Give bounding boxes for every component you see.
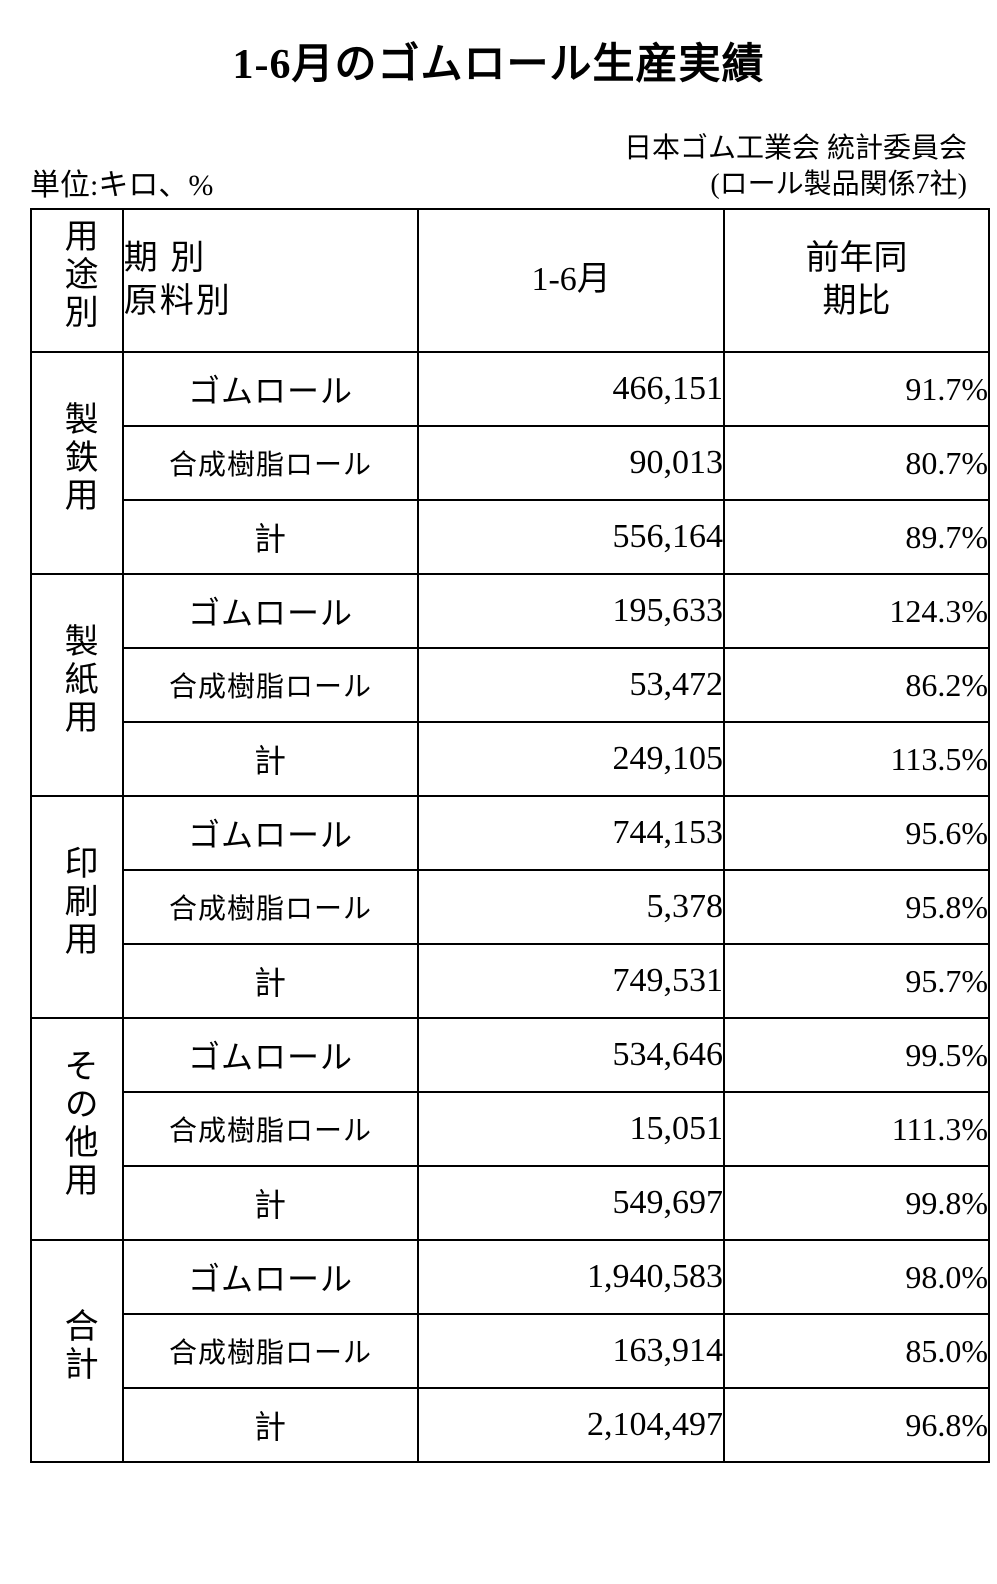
- material-cell: 合成樹脂ロール: [123, 1314, 419, 1388]
- yoy-value-cell: 95.8%: [724, 870, 989, 944]
- material-cell: 計: [123, 944, 419, 1018]
- period-value-cell: 53,472: [418, 648, 724, 722]
- meta-row: 単位:キロ、% 日本ゴム工業会 統計委員会 (ロール製品関係7社): [30, 131, 967, 204]
- yoy-value-cell: 86.2%: [724, 648, 989, 722]
- yoy-value-cell: 95.6%: [724, 796, 989, 870]
- period-value-cell: 556,164: [418, 500, 724, 574]
- header-usage-text: 用途別: [56, 210, 99, 340]
- table-row: 合計ゴムロール1,940,58398.0%: [31, 1240, 989, 1314]
- usage-cell: 製紙用: [31, 574, 123, 796]
- yoy-value-cell: 80.7%: [724, 426, 989, 500]
- yoy-value-cell: 98.0%: [724, 1240, 989, 1314]
- header-usage: 用途別: [31, 209, 123, 353]
- material-cell: 計: [123, 1166, 419, 1240]
- period-value-cell: 163,914: [418, 1314, 724, 1388]
- period-value-cell: 466,151: [418, 352, 724, 426]
- material-cell: ゴムロール: [123, 574, 419, 648]
- usage-cell: 合計: [31, 1240, 123, 1462]
- table-body: 製鉄用ゴムロール466,15191.7%合成樹脂ロール90,01380.7%計5…: [31, 352, 989, 1462]
- period-value-cell: 1,940,583: [418, 1240, 724, 1314]
- usage-cell: 製鉄用: [31, 352, 123, 574]
- table-row: その他用ゴムロール534,64699.5%: [31, 1018, 989, 1092]
- source-line-2: (ロール製品関係7社): [624, 167, 967, 203]
- table-row: 印刷用ゴムロール744,15395.6%: [31, 796, 989, 870]
- table-row: 製鉄用ゴムロール466,15191.7%: [31, 352, 989, 426]
- yoy-value-cell: 113.5%: [724, 722, 989, 796]
- header-yoy: 前年同 期比: [724, 209, 989, 353]
- period-value-cell: 90,013: [418, 426, 724, 500]
- material-cell: 計: [123, 1388, 419, 1462]
- yoy-value-cell: 91.7%: [724, 352, 989, 426]
- unit-label: 単位:キロ、%: [30, 160, 213, 204]
- header-period: 1-6月: [418, 209, 724, 353]
- yoy-value-cell: 124.3%: [724, 574, 989, 648]
- table-row: 合成樹脂ロール53,47286.2%: [31, 648, 989, 722]
- usage-cell: その他用: [31, 1018, 123, 1240]
- table-row: 合成樹脂ロール5,37895.8%: [31, 870, 989, 944]
- period-value-cell: 2,104,497: [418, 1388, 724, 1462]
- table-row: 計549,69799.8%: [31, 1166, 989, 1240]
- usage-label: 製紙用: [56, 615, 99, 745]
- usage-cell: 印刷用: [31, 796, 123, 1018]
- table-row: 計2,104,49796.8%: [31, 1388, 989, 1462]
- period-value-cell: 249,105: [418, 722, 724, 796]
- table-row: 製紙用ゴムロール195,633124.3%: [31, 574, 989, 648]
- table-row: 計249,105113.5%: [31, 722, 989, 796]
- table-row: 合成樹脂ロール90,01380.7%: [31, 426, 989, 500]
- material-cell: ゴムロール: [123, 796, 419, 870]
- page-title: 1-6月のゴムロール生産実績: [20, 30, 977, 91]
- yoy-value-cell: 99.8%: [724, 1166, 989, 1240]
- table-row: 計556,16489.7%: [31, 500, 989, 574]
- material-cell: 計: [123, 500, 419, 574]
- source-info: 日本ゴム工業会 統計委員会 (ロール製品関係7社): [624, 131, 967, 204]
- production-table: 用途別 期 別 原料別 1-6月 前年同 期比 製鉄用ゴムロール466,1519…: [30, 208, 990, 1464]
- material-cell: ゴムロール: [123, 1240, 419, 1314]
- material-cell: 合成樹脂ロール: [123, 648, 419, 722]
- yoy-value-cell: 95.7%: [724, 944, 989, 1018]
- header-yoy-line2: 期比: [823, 283, 891, 320]
- material-cell: 合成樹脂ロール: [123, 1092, 419, 1166]
- material-cell: 計: [123, 722, 419, 796]
- period-value-cell: 15,051: [418, 1092, 724, 1166]
- source-line-1: 日本ゴム工業会 統計委員会: [624, 131, 967, 167]
- usage-label: 製鉄用: [56, 393, 99, 523]
- period-value-cell: 749,531: [418, 944, 724, 1018]
- usage-label: 合計: [56, 1300, 99, 1392]
- yoy-value-cell: 85.0%: [724, 1314, 989, 1388]
- table-row: 合成樹脂ロール15,051111.3%: [31, 1092, 989, 1166]
- usage-label: 印刷用: [56, 837, 99, 967]
- yoy-value-cell: 111.3%: [724, 1092, 989, 1166]
- material-cell: ゴムロール: [123, 352, 419, 426]
- period-value-cell: 195,633: [418, 574, 724, 648]
- header-material-line1: 期 別: [124, 240, 207, 277]
- yoy-value-cell: 89.7%: [724, 500, 989, 574]
- table-row: 合成樹脂ロール163,91485.0%: [31, 1314, 989, 1388]
- material-cell: 合成樹脂ロール: [123, 426, 419, 500]
- yoy-value-cell: 96.8%: [724, 1388, 989, 1462]
- period-value-cell: 5,378: [418, 870, 724, 944]
- table-row: 計749,53195.7%: [31, 944, 989, 1018]
- usage-label: その他用: [56, 1040, 99, 1208]
- yoy-value-cell: 99.5%: [724, 1018, 989, 1092]
- table-header-row: 用途別 期 別 原料別 1-6月 前年同 期比: [31, 209, 989, 353]
- material-cell: ゴムロール: [123, 1018, 419, 1092]
- material-cell: 合成樹脂ロール: [123, 870, 419, 944]
- period-value-cell: 549,697: [418, 1166, 724, 1240]
- header-material: 期 別 原料別: [123, 209, 419, 353]
- header-material-line2: 原料別: [124, 283, 232, 320]
- header-yoy-line1: 前年同: [806, 240, 908, 277]
- period-value-cell: 534,646: [418, 1018, 724, 1092]
- period-value-cell: 744,153: [418, 796, 724, 870]
